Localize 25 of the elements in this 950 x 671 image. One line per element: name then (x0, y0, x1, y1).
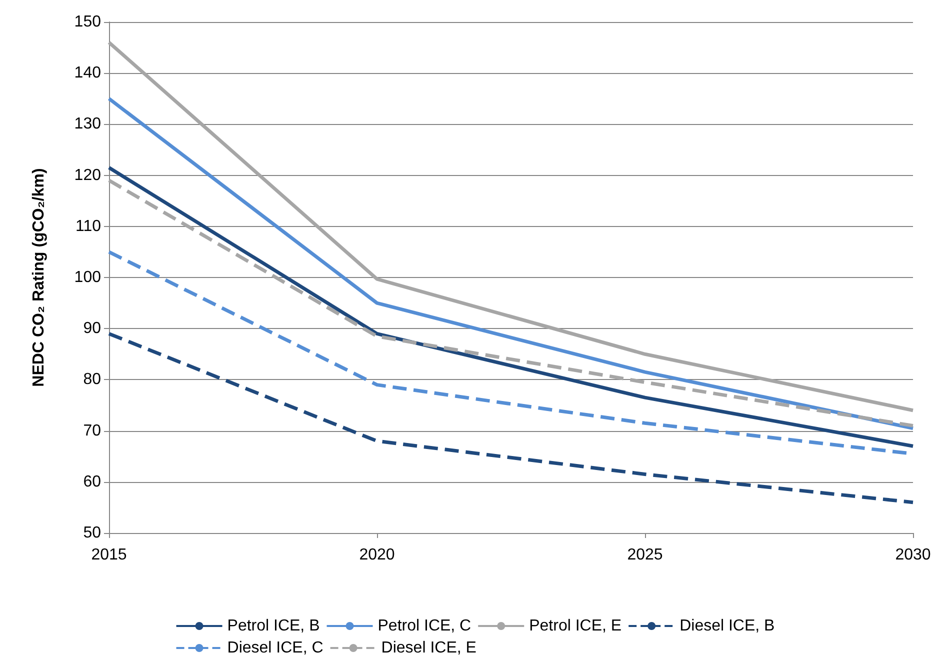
line-series (107, 40, 915, 412)
legend-label: Diesel ICE, E (381, 640, 476, 656)
legend-label: Diesel ICE, B (680, 618, 775, 634)
y-tick-label: 110 (75, 218, 102, 235)
y-tick-label: 130 (74, 116, 102, 133)
legend-label: Diesel ICE, C (227, 640, 324, 656)
y-tick-label: 150 (74, 14, 102, 30)
y-tick-label: 100 (74, 269, 102, 286)
y-tick-label: 140 (74, 64, 102, 82)
legend-label: Petrol ICE, C (378, 618, 472, 634)
x-tick-label: 2015 (91, 546, 127, 564)
y-tick-label: 70 (83, 422, 102, 440)
legend-label: Petrol ICE, E (529, 618, 622, 634)
line-series (107, 332, 915, 504)
y-tick-label: 90 (83, 320, 102, 338)
y-tick-label: 50 (83, 524, 102, 542)
x-tick-label: 2030 (895, 546, 931, 564)
line-series (107, 96, 915, 430)
y-tick-label: 80 (83, 371, 102, 388)
y-axis-title: NEDC CO₂ Rating (gCO₂/km) (30, 168, 48, 387)
x-tick-label: 2020 (359, 546, 395, 564)
legend-label: Petrol ICE, B (227, 618, 320, 634)
y-tick-label: 60 (83, 473, 102, 490)
y-tick-label: 120 (74, 166, 102, 184)
x-tick-label: 2025 (627, 546, 663, 564)
